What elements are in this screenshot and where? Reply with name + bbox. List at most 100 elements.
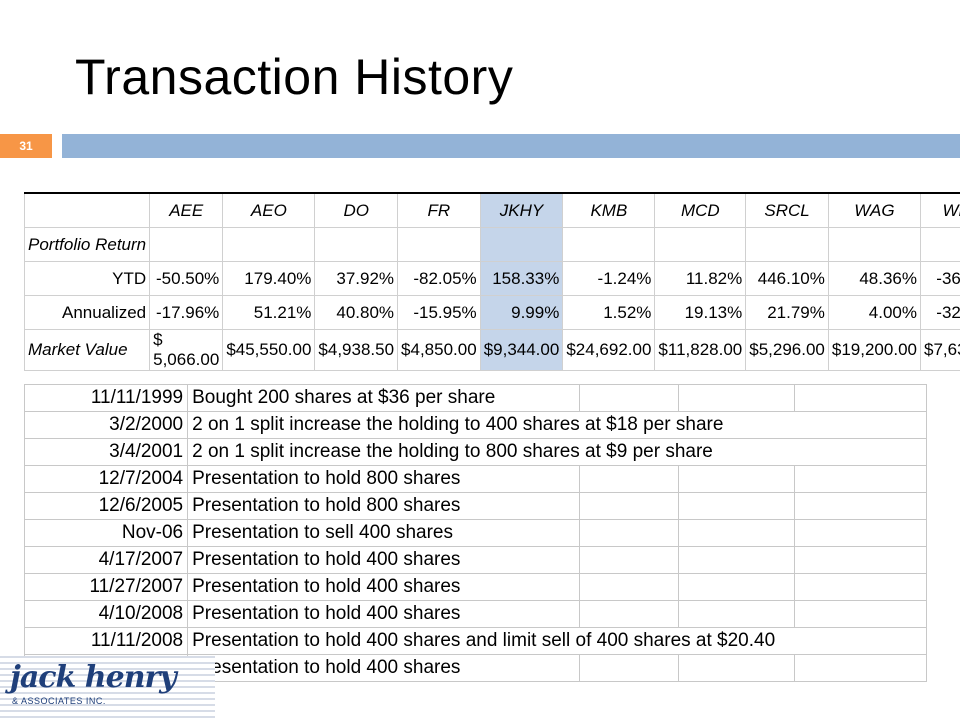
empty-cell [578,519,680,547]
empty-cell [562,227,656,262]
empty-cell [314,227,399,262]
market-value-row: Market Value $5,066.00 $45,550.00 $4,938.50… [23,329,960,371]
company-logo: jack henry & ASSOCIATES INC. [0,656,215,720]
table-cell: -15.95% [397,295,481,330]
empty-cell [678,465,795,493]
transaction-row: 11/11/1999 Bought 200 shares at $36 per s… [23,384,928,412]
slide-number: 31 [0,134,52,158]
transaction-row: 11/11/2008 Presentation to hold 400 share… [23,627,927,655]
empty-cell [745,227,829,262]
transaction-description: Presentation to hold 800 shares [187,492,580,520]
transaction-row: 12/7/2004 Presentation to hold 800 shares [23,465,928,493]
transaction-row: 3/4/2001 2 on 1 split increase the holdin… [23,438,927,466]
table-cell: $5,296.00 [745,329,829,371]
empty-cell [578,492,680,520]
transaction-description: Presentation to hold 400 shares and limi… [187,627,927,655]
column-header-kmb: KMB [562,192,656,228]
transaction-description: 2 on 1 split increase the holding to 400… [187,411,927,439]
empty-cell [678,492,795,520]
logo-subtitle: & ASSOCIATES INC. [12,696,106,706]
header-accent-bar [62,134,960,158]
transaction-description: Presentation to hold 400 shares [187,654,580,682]
empty-cell [578,384,680,412]
empty-cell [678,384,795,412]
table-cell: $5,066.00 [149,329,224,371]
empty-cell [678,573,795,601]
empty-cell [919,227,960,262]
table-header-row: AEEAEODOFRJKHYKMBMCDSRCLWAGWFR [23,192,960,228]
empty-cell [578,573,680,601]
transaction-date: 4/17/2007 [23,546,189,574]
table-cell: 48.36% [827,261,921,296]
column-header-fr: FR [397,192,481,228]
section-label: Portfolio Return [23,227,151,262]
column-header-aee: AEE [149,192,224,228]
transaction-description: Presentation to hold 400 shares [187,573,580,601]
empty-cell [678,519,795,547]
column-header-jkhy: JKHY [479,192,564,228]
transaction-date: 3/4/2001 [23,438,189,466]
transaction-description: Presentation to sell 400 shares [187,519,580,547]
transaction-date: 4/10/2008 [23,600,189,628]
transaction-description: Presentation to hold 400 shares [187,546,580,574]
empty-cell [479,227,564,262]
slide-title: Transaction History [75,49,514,105]
table-cell: $4,850.00 [397,329,481,371]
empty-cell [793,384,928,412]
section-row: Portfolio Return [23,227,960,262]
table-cell: 51.21% [222,295,316,330]
table-cell: 1.52% [562,295,656,330]
table-cell: 158.33% [479,261,564,296]
amount: 5,066.00 [153,350,220,369]
empty-cell [793,519,928,547]
row-label: Market Value [23,329,151,371]
column-header-do: DO [314,192,399,228]
transaction-date: 12/7/2004 [23,465,189,493]
transaction-description: Presentation to hold 800 shares [187,465,580,493]
column-header-srcl: SRCL [745,192,829,228]
column-header-wag: WAG [827,192,921,228]
table-cell: -32.01% [919,295,960,330]
transaction-description: 2 on 1 split increase the holding to 800… [187,438,927,466]
transaction-row: 12/6/2005 Presentation to hold 800 shares [23,492,928,520]
table-cell: 40.80% [314,295,399,330]
table-cell: 179.40% [222,261,316,296]
empty-cell [678,654,795,682]
table-cell: -50.50% [149,261,224,296]
empty-cell [793,654,928,682]
table-cell: -17.96% [149,295,224,330]
table-row: Annualized -17.96% 51.21% 40.80% -15.95% 9.99… [23,295,960,330]
empty-cell [678,600,795,628]
empty-cell [793,492,928,520]
table-cell: $4,938.50 [314,329,399,371]
column-header-aeo: AEO [222,192,316,228]
transaction-row: 3/2/2000 2 on 1 split increase the holdin… [23,411,927,439]
empty-cell [222,227,316,262]
empty-cell [793,465,928,493]
currency-symbol: $ [153,330,163,349]
table-cell: 19.13% [654,295,747,330]
column-header-wfr: WFR [919,192,960,228]
portfolio-returns-table: AEEAEODOFRJKHYKMBMCDSRCLWAGWFRPortfolio … [23,192,960,371]
transaction-date: 12/6/2005 [23,492,189,520]
table-cell: $7,632.00 [919,329,960,371]
empty-cell [397,227,481,262]
empty-cell [149,227,224,262]
empty-cell [793,600,928,628]
table-cell: 21.79% [745,295,829,330]
empty-cell [578,654,680,682]
table-cell: $19,200.00 [827,329,921,371]
empty-cell [578,600,680,628]
table-cell: 9.99% [479,295,564,330]
transaction-date: Nov-06 [23,519,189,547]
empty-cell [793,546,928,574]
transaction-row: Nov-06 Presentation to sell 400 shares [23,519,928,547]
table-cell: $9,344.00 [479,329,564,371]
table-cell: -82.05% [397,261,481,296]
table-cell: -1.24% [562,261,656,296]
header-corner-cell [23,192,151,228]
row-label: YTD [23,261,151,296]
table-cell: $24,692.00 [562,329,656,371]
table-cell: $45,550.00 [222,329,316,371]
transaction-history-table: 11/11/1999 Bought 200 shares at $36 per s… [23,384,928,682]
